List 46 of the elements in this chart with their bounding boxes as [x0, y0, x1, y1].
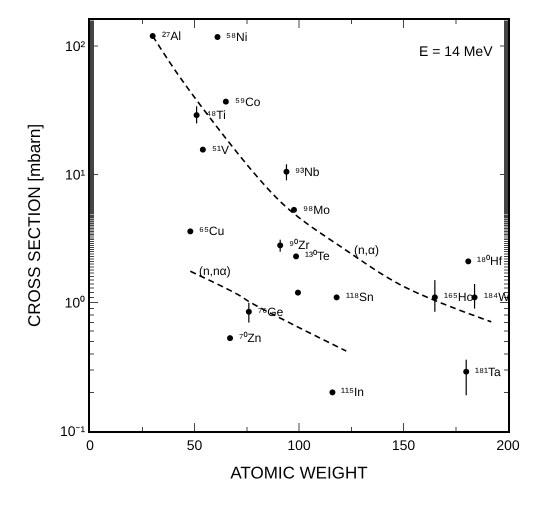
annotation: ¹³⁰Te: [305, 249, 330, 263]
point: [222, 98, 229, 105]
annotation: ⁵⁸Ni: [226, 30, 248, 44]
point: [187, 228, 194, 234]
annotation: ²⁷Al: [162, 29, 182, 43]
point: [294, 290, 301, 296]
annotation: (n,α): [354, 243, 379, 257]
point: [290, 206, 297, 213]
point: [293, 253, 300, 260]
y-tick-label: 10²: [64, 38, 86, 54]
annotation: ¹¹⁸Sn: [346, 290, 374, 304]
x-tick-label: 100: [287, 436, 311, 453]
y-tick-label: 10⁻¹: [60, 422, 86, 439]
point: [200, 146, 206, 153]
annotation: ⁵¹V: [212, 143, 229, 157]
annotation: (n,nα): [199, 264, 231, 278]
y-tick-label: 10⁰: [64, 294, 86, 311]
x-tick-label: 150: [392, 436, 416, 453]
point: [246, 308, 252, 315]
point: [465, 258, 472, 264]
x-tick-label: 200: [496, 436, 520, 453]
annotation: ¹⁸⁰Hf: [477, 254, 503, 268]
annotation: ⁵⁹Co: [235, 95, 261, 109]
point: [194, 112, 200, 118]
annotation: ⁷⁰Zn: [239, 331, 262, 345]
annotation: E = 14 MeV: [419, 43, 494, 59]
annotation: ⁹⁸Mo: [303, 203, 330, 217]
annotation: ¹¹⁵In: [341, 385, 364, 399]
x-axis-title: ATOMIC WEIGHT: [230, 464, 368, 483]
point: [227, 335, 234, 342]
annotation: ⁶⁵Cu: [199, 224, 224, 238]
annotation: ⁹⁰Zr: [289, 238, 310, 252]
x-tick-label: 0: [86, 436, 94, 453]
annotation: ¹⁸¹Ta: [475, 365, 502, 379]
point: [283, 168, 290, 175]
point: [214, 34, 220, 40]
y-axis-title: CROSS SECTION [mbarn]: [25, 124, 44, 328]
y-tick-label: 10¹: [64, 166, 86, 182]
point: [277, 242, 284, 248]
annotation: ⁴⁸Ti: [206, 108, 226, 122]
annotation: ⁹³Nb: [295, 165, 320, 179]
x-tick-label: 50: [186, 436, 202, 453]
point: [334, 294, 340, 300]
point: [329, 389, 336, 396]
annotation: ¹⁶⁵Ho: [444, 290, 474, 304]
point: [463, 368, 470, 375]
